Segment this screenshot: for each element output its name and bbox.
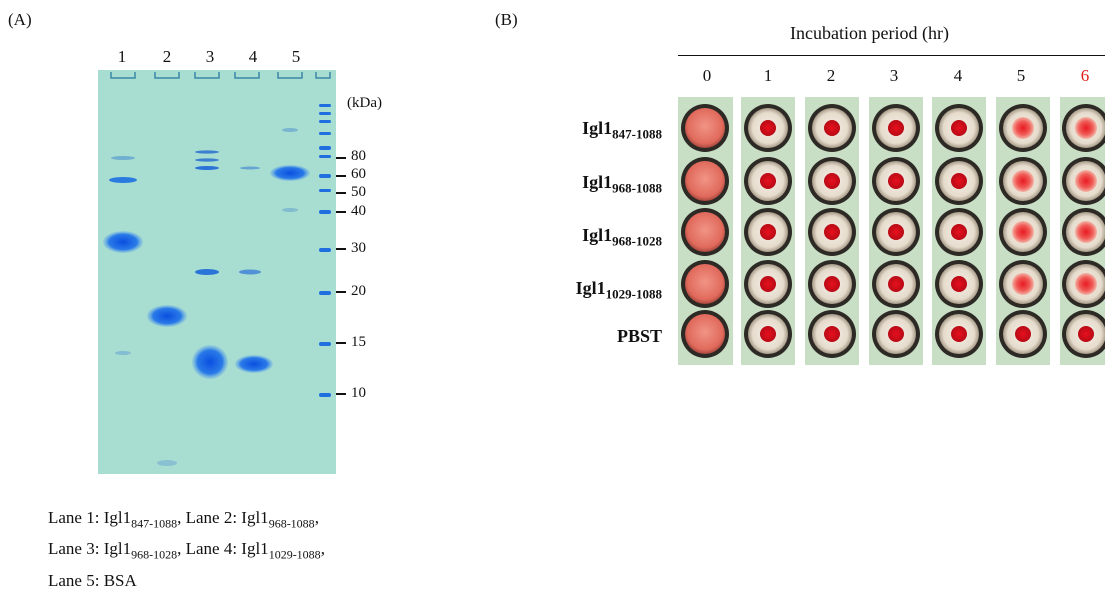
hour-label-0: 0	[697, 66, 717, 86]
rbc-pellet	[824, 276, 840, 292]
row-label-2: Igl1968-1088	[522, 172, 662, 197]
hour-label-3: 3	[884, 66, 904, 86]
rbc-pellet	[1078, 326, 1094, 342]
lane1-band-60	[109, 177, 137, 183]
rbc-pellet	[888, 120, 904, 136]
hour-label-1: 1	[758, 66, 778, 86]
lane-label-1: 1	[112, 47, 132, 67]
rbc-pellet	[760, 120, 776, 136]
rbc-pellet	[888, 173, 904, 189]
lane2-band-main	[147, 305, 187, 327]
lane-label-5: 5	[286, 47, 306, 67]
well-agglutinated	[685, 161, 725, 201]
rbc-pellet	[1012, 221, 1034, 243]
row-label-5: PBST	[522, 326, 662, 351]
rbc-pellet	[1075, 170, 1097, 192]
rbc-pellet	[951, 276, 967, 292]
rbc-pellet	[760, 276, 776, 292]
well-agglutinated	[685, 264, 725, 304]
lane5-band-bsa	[270, 165, 310, 181]
well-agglutinated	[685, 108, 725, 148]
rbc-pellet	[888, 276, 904, 292]
mw-label-20: 20	[351, 283, 366, 300]
panel-b-label: (B)	[495, 10, 518, 30]
kda-unit-label: (kDa)	[347, 95, 382, 112]
lane1-band-main	[103, 231, 143, 253]
incubation-title: Incubation period (hr)	[790, 23, 949, 44]
rbc-pellet	[1012, 273, 1034, 295]
hour-label-2: 2	[821, 66, 841, 86]
lane-label-3: 3	[200, 47, 220, 67]
rbc-pellet	[1012, 170, 1034, 192]
rbc-pellet	[1075, 117, 1097, 139]
title-rule	[678, 55, 1105, 56]
mw-label-30: 30	[351, 240, 366, 257]
row-label-4: Igl11029-1088	[522, 278, 662, 303]
rbc-pellet	[760, 326, 776, 342]
lane3-band-60	[195, 166, 219, 170]
lane4-band-main	[235, 355, 273, 373]
rbc-pellet	[760, 173, 776, 189]
rbc-pellet	[824, 120, 840, 136]
rbc-pellet	[888, 326, 904, 342]
lane3-band-24	[195, 269, 219, 275]
mw-label-50: 50	[351, 184, 366, 201]
caption-line-3: Lane 5: BSA	[48, 568, 325, 593]
rbc-pellet	[824, 173, 840, 189]
row-label-3: Igl1968-1028	[522, 225, 662, 250]
mw-label-60: 60	[351, 166, 366, 183]
hemagglutination-plate	[678, 97, 1105, 365]
caption-line-2: Lane 3: Igl1968-1028, Lane 4: Igl11029-1…	[48, 536, 325, 567]
rbc-pellet	[1075, 221, 1097, 243]
panel-a-label: (A)	[8, 10, 32, 30]
caption-line-1: Lane 1: Igl1847-1088, Lane 2: Igl1968-10…	[48, 505, 325, 536]
mw-label-10: 10	[351, 385, 366, 402]
well-agglutinated	[685, 212, 725, 252]
lane3-band-main	[192, 345, 228, 379]
rbc-pellet	[951, 326, 967, 342]
rbc-pellet	[1012, 117, 1034, 139]
lane-label-4: 4	[243, 47, 263, 67]
rbc-pellet	[951, 173, 967, 189]
well-agglutinated	[685, 314, 725, 354]
hour-label-6: 6	[1075, 66, 1095, 86]
sds-page-gel	[98, 70, 336, 474]
rbc-pellet	[951, 120, 967, 136]
lane-label-2: 2	[157, 47, 177, 67]
rbc-pellet	[1015, 326, 1031, 342]
mw-label-80: 80	[351, 148, 366, 165]
mw-label-40: 40	[351, 203, 366, 220]
rbc-pellet	[951, 224, 967, 240]
hour-label-4: 4	[948, 66, 968, 86]
rbc-pellet	[824, 224, 840, 240]
rbc-pellet	[760, 224, 776, 240]
hour-label-5: 5	[1011, 66, 1031, 86]
row-label-1: Igl1847-1088	[522, 118, 662, 143]
rbc-pellet	[888, 224, 904, 240]
mw-label-15: 15	[351, 334, 366, 351]
lane1-band-faint	[111, 156, 135, 160]
rbc-pellet	[824, 326, 840, 342]
rbc-pellet	[1075, 273, 1097, 295]
